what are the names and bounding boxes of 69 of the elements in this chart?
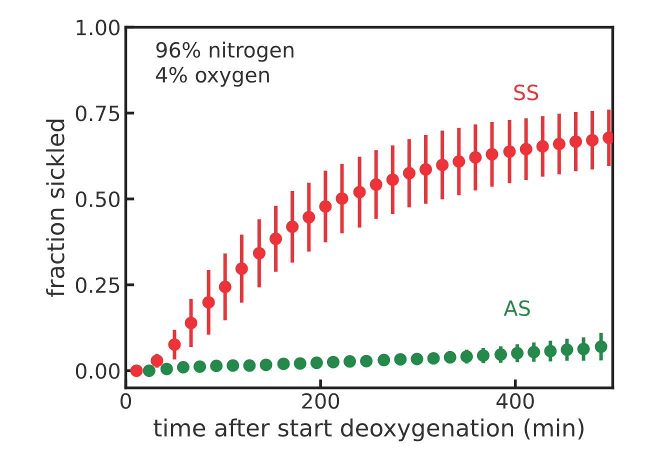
y-axis-title: fraction sickled xyxy=(46,120,64,297)
point xyxy=(360,354,373,368)
point xyxy=(420,163,432,176)
point xyxy=(210,360,223,372)
point xyxy=(394,353,407,366)
point xyxy=(444,351,456,364)
point xyxy=(218,280,232,294)
annotation: 96% nitrogen 4% oxygen xyxy=(156,42,294,87)
series-label: AS xyxy=(504,300,530,316)
point xyxy=(194,360,206,373)
y-tick-label: 1.00 xyxy=(76,20,120,36)
y-tick-label: 0.75 xyxy=(76,106,120,122)
point xyxy=(168,338,181,351)
point xyxy=(319,200,332,213)
point xyxy=(410,352,424,366)
y-tick-label: 0.50 xyxy=(76,191,120,208)
x-tick-label: 0 xyxy=(120,393,132,409)
point xyxy=(130,364,143,377)
point xyxy=(552,138,566,150)
x-tick-label: 200 xyxy=(302,393,340,409)
point xyxy=(344,355,356,368)
point xyxy=(326,356,340,368)
point xyxy=(520,142,532,156)
point xyxy=(569,135,582,148)
point xyxy=(150,354,164,367)
series-label: SS xyxy=(514,84,538,100)
point xyxy=(528,346,540,358)
x-tick-label: 400 xyxy=(496,393,534,409)
point xyxy=(503,145,516,158)
point xyxy=(302,210,316,224)
point xyxy=(427,352,440,365)
x-axis-title: time after start deoxygenation (min) xyxy=(154,418,584,442)
point xyxy=(142,364,156,377)
point xyxy=(486,148,498,161)
point xyxy=(402,166,416,180)
y-tick-label: 0.00 xyxy=(76,363,120,379)
point xyxy=(536,140,549,153)
point xyxy=(476,349,490,362)
point xyxy=(294,357,306,370)
point xyxy=(277,358,290,370)
point xyxy=(594,340,608,353)
point xyxy=(286,220,299,234)
y-tick-label: 0.25 xyxy=(76,277,120,294)
point xyxy=(452,155,466,168)
point xyxy=(353,186,366,198)
point xyxy=(577,342,590,356)
point xyxy=(460,350,473,363)
point xyxy=(226,359,240,372)
point xyxy=(252,246,266,260)
point xyxy=(235,262,248,275)
point xyxy=(270,232,282,246)
point xyxy=(469,151,482,164)
point xyxy=(436,158,449,172)
point xyxy=(202,296,215,309)
point xyxy=(544,344,557,358)
point xyxy=(586,134,599,146)
point xyxy=(160,362,173,376)
point xyxy=(386,173,399,186)
point xyxy=(336,192,348,205)
point xyxy=(176,361,190,374)
point xyxy=(243,359,256,372)
point xyxy=(184,316,198,330)
point xyxy=(560,343,574,356)
point xyxy=(378,354,390,366)
point xyxy=(494,348,507,361)
point xyxy=(260,358,272,372)
point xyxy=(511,346,524,360)
point xyxy=(370,178,382,191)
point xyxy=(310,356,323,370)
